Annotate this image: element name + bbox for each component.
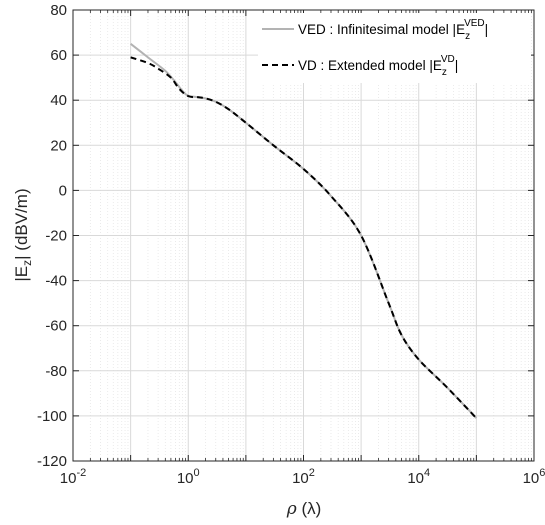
- legend-entry-ved: VED : Infinitesimal model |Ez VED|: [262, 18, 488, 42]
- y-tick-label: -60: [45, 318, 67, 335]
- legend-label-ved-pre: VED : Infinitesimal model |E: [298, 22, 465, 37]
- y-axis-label-pre: |E: [12, 266, 31, 282]
- y-axis-label-sub: z: [20, 260, 34, 266]
- series-line-vd: [130, 56, 478, 419]
- y-axis-label: |Ez| (dBV/m): [12, 188, 34, 281]
- y-tick-label: 0: [59, 182, 67, 199]
- y-tick-label: 80: [50, 2, 67, 19]
- x-tick-label: 100: [177, 467, 200, 487]
- x-tick-exponent: -2: [76, 467, 86, 479]
- x-tick-label: 104: [407, 467, 430, 487]
- x-axis-label-rest: (λ): [297, 499, 322, 518]
- legend-label-ved-sup: VED: [464, 18, 485, 29]
- legend-label-vd: VD : Extended model |Ez VD|: [298, 54, 458, 78]
- legend-box: [258, 13, 531, 83]
- x-tick-exponent: 2: [309, 467, 315, 479]
- y-tick-label: -40: [45, 273, 67, 290]
- legend-label-vd-post: |: [455, 58, 459, 73]
- series-layer: [130, 43, 478, 419]
- x-tick-label: 106: [523, 467, 545, 487]
- y-axis-label-post: | (dBV/m): [12, 188, 31, 259]
- x-tick-labels: 10-2 100 102 104 106: [60, 467, 545, 487]
- legend-label-ved-post: |: [485, 22, 489, 37]
- tick-marks: [72, 9, 535, 462]
- x-tick-base: 10: [292, 470, 309, 487]
- x-axis-label-symbol: ρ: [286, 499, 297, 519]
- x-tick-label: 102: [292, 467, 315, 487]
- x-tick-exponent: 4: [424, 467, 430, 479]
- x-tick-exponent: 0: [194, 467, 200, 479]
- legend-label-vd-sub: z: [442, 67, 447, 78]
- x-tick-base: 10: [407, 470, 424, 487]
- x-tick-base: 10: [60, 470, 77, 487]
- x-tick-exponent: 6: [539, 467, 545, 479]
- y-tick-label: 60: [50, 47, 67, 64]
- y-tick-labels: 80 60 40 20 0 -20 -40 -60 -80 -100 -120: [37, 2, 67, 470]
- grid-lines: [72, 9, 535, 462]
- legend-entry-vd: VD : Extended model |Ez VD|: [262, 54, 458, 78]
- y-tick-label: 20: [50, 137, 67, 154]
- y-tick-label: -120: [37, 453, 67, 470]
- x-tick-base: 10: [523, 470, 540, 487]
- legend-label-ved-sub: z: [465, 31, 470, 42]
- legend-label-vd-pre: VD : Extended model |E: [298, 58, 442, 73]
- y-tick-label: -80: [45, 363, 67, 380]
- y-tick-label: -100: [37, 408, 67, 425]
- x-tick-base: 10: [177, 470, 194, 487]
- x-axis-label: ρ (λ): [286, 499, 322, 519]
- y-tick-label: -20: [45, 228, 67, 245]
- legend-label-ved: VED : Infinitesimal model |Ez VED|: [298, 18, 488, 42]
- legend-label-vd-sup: VD: [441, 54, 455, 65]
- x-tick-label: 10-2: [60, 467, 86, 487]
- y-tick-label: 40: [50, 92, 67, 109]
- legend: VED : Infinitesimal model |EzVED| VD : E…: [258, 13, 531, 83]
